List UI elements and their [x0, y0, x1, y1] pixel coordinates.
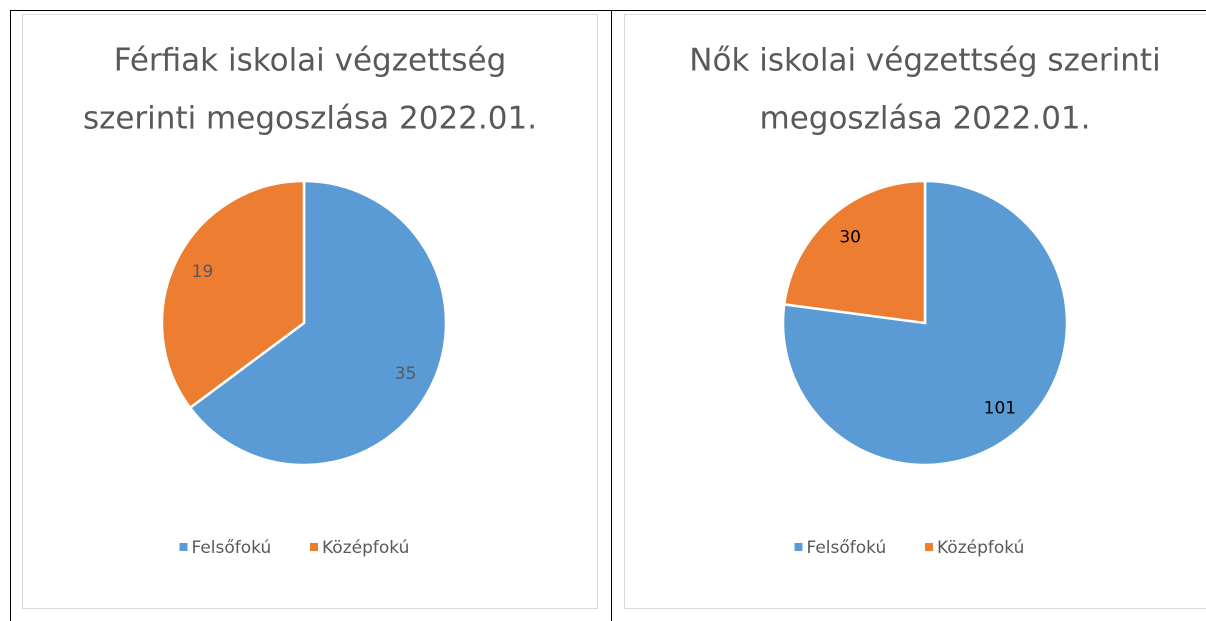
pie-slice — [781, 179, 1069, 467]
legend-marker — [310, 543, 318, 551]
pie-slice — [160, 179, 306, 410]
chart-title: Férfiak iskolai végzettség — [114, 43, 507, 79]
pie-slice — [782, 179, 927, 325]
chart-title: Nők iskolai végzettség szerinti — [689, 43, 1160, 79]
legend-marker — [925, 543, 933, 551]
data-label: 101 — [984, 398, 1016, 418]
data-label: 35 — [395, 364, 417, 384]
pie-slice — [188, 179, 448, 467]
legend-marker — [179, 543, 188, 551]
legend-label: Középfokú — [322, 538, 409, 558]
legend-label: Felsőfokú — [807, 538, 887, 558]
legend-label: Felsőfokú — [192, 538, 272, 558]
legend-label: Középfokú — [937, 538, 1024, 558]
data-label: 19 — [192, 262, 214, 282]
data-label: 30 — [839, 228, 861, 248]
legend-marker — [794, 543, 803, 551]
chart-title: megoszlása 2022.01. — [760, 101, 1091, 137]
chart-title: szerinti megoszlása 2022.01. — [83, 101, 537, 137]
